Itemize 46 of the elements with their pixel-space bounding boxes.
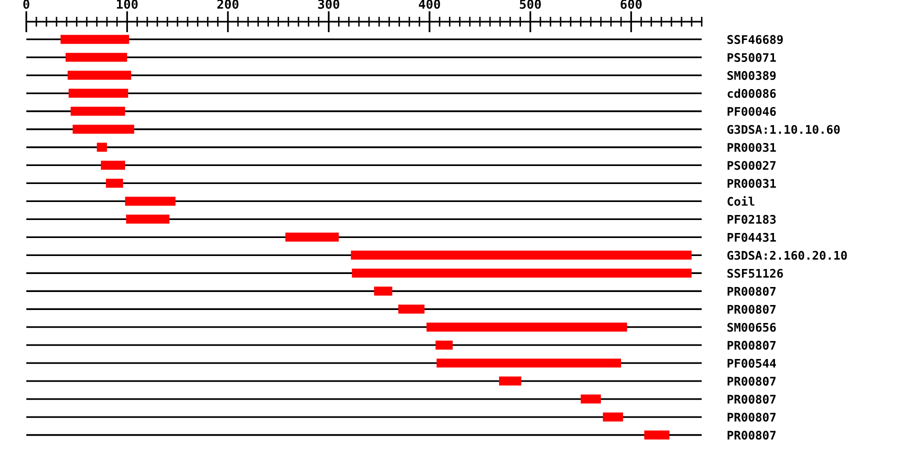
bar: [436, 358, 622, 368]
y-tick-label: SM00389: [727, 71, 776, 80]
bar: [70, 106, 126, 116]
y-tick-label: SSF51126: [727, 268, 783, 278]
bar: [60, 34, 130, 44]
y-tick-label: PF00046: [728, 106, 776, 116]
y-tick-label: PF00544: [728, 358, 776, 368]
bar: [285, 232, 339, 242]
y-tick-label: PR00031: [728, 142, 776, 152]
bar: [644, 430, 670, 440]
bar: [426, 322, 628, 332]
bar: [374, 286, 392, 296]
bar: [580, 394, 601, 404]
y-tick-label: SSF46689: [727, 35, 783, 44]
y-tick-label: PR00807: [728, 412, 776, 422]
bar: [350, 250, 692, 260]
y-tick-label: PR00807: [728, 304, 776, 314]
y-tick-label: PS00027: [728, 160, 776, 170]
y-tick-label: PR00807: [728, 286, 776, 296]
bar: [106, 178, 124, 188]
y-tick-label: Coil: [728, 196, 754, 206]
y-tick-label: PF04431: [728, 232, 776, 242]
y-tick-label: G3DSA:2.160.20.10: [727, 250, 847, 260]
y-tick-label: PF02183: [728, 214, 776, 224]
y-tick-label: PR00807: [728, 430, 776, 440]
bar: [96, 142, 107, 152]
bar: [602, 412, 624, 422]
y-tick-label: PR00807: [728, 394, 776, 404]
y-tick-label: PR00031: [728, 178, 776, 188]
bar: [126, 214, 170, 224]
y-tick-label: SM00656: [727, 322, 776, 332]
bar: [436, 340, 453, 350]
y-tick-label: cd00086: [728, 88, 776, 98]
bar: [68, 88, 128, 98]
y-tick-label: G3DSA:1.10.10.60: [727, 124, 840, 134]
bar: [100, 160, 126, 170]
bar: [125, 196, 176, 206]
bar: [68, 70, 132, 80]
y-tick-label: PR00807: [728, 376, 776, 386]
bar: [72, 124, 134, 134]
bar: [499, 376, 522, 386]
y-tick-label: PS50071: [728, 53, 776, 62]
y-tick-label: PR00807: [728, 340, 776, 350]
bar: [66, 52, 128, 62]
bar: [352, 268, 692, 278]
bar: [398, 304, 424, 314]
